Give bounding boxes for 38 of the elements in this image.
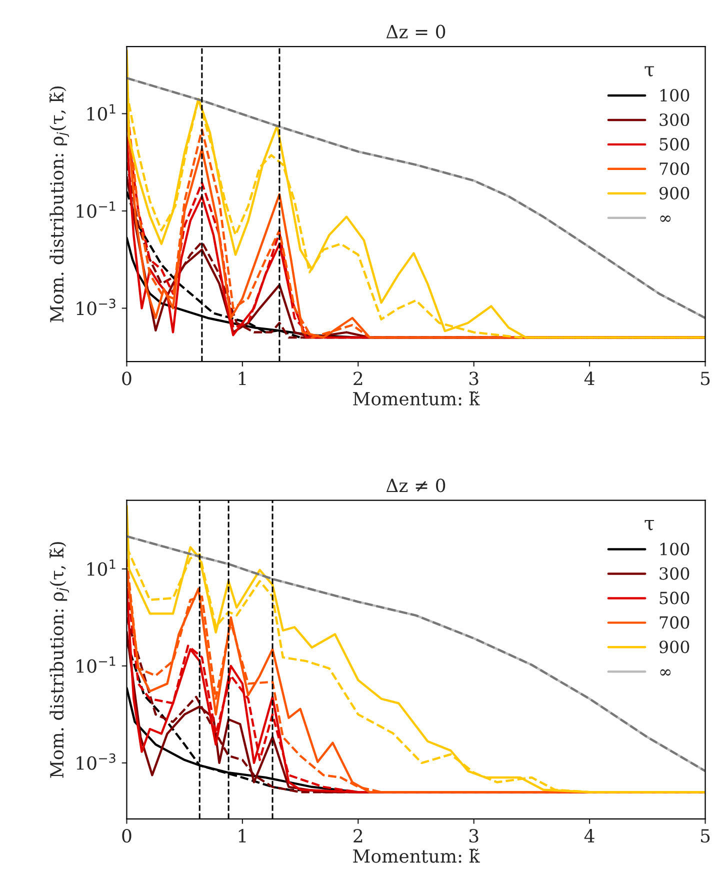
legend-label: 100 [660,542,690,556]
x-tick-label: 3 [469,828,478,843]
x-tick-label: 5 [701,829,710,843]
legend-label: 700 [660,616,690,629]
x-tick-label: 2 [354,828,362,842]
legend-title: τ [644,520,654,530]
legend-label: 900 [659,640,690,654]
x-axis-title: Momentum: k̃ [353,848,480,863]
y-tick-label: 10$^{−1}$ [76,656,116,673]
legend-label: 500 [660,138,690,151]
x-tick-label: 0 [122,828,132,843]
x-tick-label: 3 [469,372,478,386]
x-tick-label: 2 [354,372,362,386]
legend-label: 100 [660,88,690,102]
y-axis-title: Mom. distribution: ρ$_{j}$(τ, k̃) [49,542,69,778]
y-tick-label: 10$^{−1}$ [76,202,116,218]
legend-title: τ [644,66,654,76]
chart-title: Δz ≠ 0 [386,478,446,492]
legend-label: 900 [659,186,690,200]
chart-title: Δz = 0 [386,24,446,38]
legend-label: 300 [660,113,690,126]
x-tick-label: 1 [238,372,246,386]
legend-label: 300 [660,567,690,580]
y-axis-title: Mom. distribution: ρ$_{j}$(τ, k̃) [49,86,69,322]
legend-label: 700 [660,162,690,175]
y-tick-label: 10$^{1}$ [87,560,116,576]
x-tick-label: 4 [584,828,594,842]
x-axis-title: Momentum: k̃ [353,391,480,406]
y-tick-label: 10$^{−3}$ [76,298,116,316]
legend-label: ∞ [660,669,671,676]
y-tick-label: 10$^{1}$ [87,104,116,121]
x-tick-label: 4 [584,372,594,386]
x-tick-label: 0 [122,372,132,386]
legend-label: ∞ [660,215,671,222]
x-tick-label: 5 [701,372,710,386]
x-tick-label: 1 [238,828,246,842]
y-tick-label: 10$^{−3}$ [76,753,116,770]
legend-label: 500 [660,592,690,604]
